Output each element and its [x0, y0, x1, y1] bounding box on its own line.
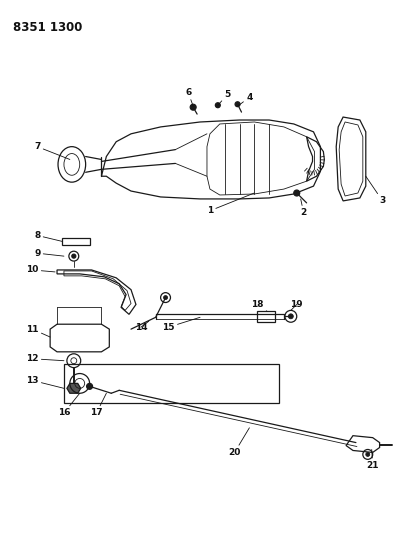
Text: 8351 1300: 8351 1300 — [13, 21, 82, 34]
Circle shape — [163, 296, 167, 300]
Text: 6: 6 — [184, 88, 193, 106]
Text: 1: 1 — [206, 193, 254, 215]
Text: 19: 19 — [290, 300, 302, 310]
Text: 7: 7 — [34, 142, 70, 159]
Circle shape — [288, 314, 292, 319]
Text: 17: 17 — [90, 393, 106, 417]
Text: 2: 2 — [300, 199, 306, 217]
Text: 21: 21 — [366, 449, 378, 470]
Text: 15: 15 — [162, 317, 200, 332]
Circle shape — [215, 103, 220, 108]
Text: 4: 4 — [237, 93, 252, 106]
Circle shape — [365, 453, 369, 456]
Text: 13: 13 — [26, 376, 64, 389]
Text: 20: 20 — [228, 428, 249, 457]
Text: 3: 3 — [365, 176, 385, 205]
Polygon shape — [67, 383, 81, 393]
Text: 14: 14 — [134, 321, 148, 332]
Text: 18: 18 — [250, 300, 267, 311]
Text: 16: 16 — [58, 393, 79, 417]
Text: 9: 9 — [34, 249, 64, 257]
Circle shape — [72, 254, 76, 258]
Text: 12: 12 — [26, 354, 64, 363]
Text: 10: 10 — [26, 265, 55, 274]
Circle shape — [234, 102, 239, 107]
Text: 8: 8 — [34, 231, 62, 241]
Text: 5: 5 — [217, 90, 230, 105]
Circle shape — [293, 190, 299, 196]
Text: 11: 11 — [26, 325, 50, 337]
Circle shape — [86, 383, 92, 389]
Circle shape — [190, 104, 196, 110]
